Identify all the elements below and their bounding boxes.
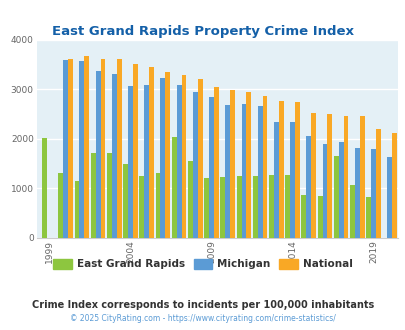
- Bar: [359, 116, 364, 238]
- Bar: [165, 72, 170, 238]
- Legend: East Grand Rapids, Michigan, National: East Grand Rapids, Michigan, National: [49, 255, 356, 274]
- Bar: [213, 86, 218, 238]
- Bar: [144, 85, 149, 238]
- Bar: [257, 106, 262, 238]
- Bar: [246, 92, 251, 238]
- Bar: [278, 101, 283, 238]
- Bar: [290, 122, 294, 238]
- Bar: [112, 74, 117, 238]
- Bar: [160, 78, 165, 238]
- Bar: [84, 56, 89, 238]
- Bar: [188, 161, 192, 238]
- Bar: [75, 181, 79, 238]
- Bar: [273, 122, 278, 238]
- Bar: [100, 59, 105, 238]
- Bar: [370, 148, 375, 238]
- Bar: [375, 129, 380, 238]
- Text: © 2025 CityRating.com - https://www.cityrating.com/crime-statistics/: © 2025 CityRating.com - https://www.city…: [70, 314, 335, 323]
- Bar: [123, 164, 128, 238]
- Bar: [155, 173, 160, 238]
- Bar: [236, 176, 241, 238]
- Bar: [326, 114, 331, 238]
- Text: Crime Index corresponds to incidents per 100,000 inhabitants: Crime Index corresponds to incidents per…: [32, 300, 373, 310]
- Bar: [42, 138, 47, 238]
- Bar: [139, 176, 144, 238]
- Bar: [354, 148, 359, 238]
- Bar: [176, 85, 181, 238]
- Bar: [230, 89, 234, 238]
- Bar: [269, 175, 273, 238]
- Bar: [365, 196, 370, 238]
- Text: East Grand Rapids Property Crime Index: East Grand Rapids Property Crime Index: [52, 25, 353, 38]
- Bar: [63, 60, 68, 238]
- Bar: [343, 116, 347, 238]
- Bar: [204, 178, 209, 238]
- Bar: [310, 114, 315, 238]
- Bar: [197, 79, 202, 238]
- Bar: [79, 61, 84, 238]
- Bar: [317, 196, 322, 238]
- Bar: [68, 59, 73, 238]
- Bar: [322, 144, 326, 238]
- Bar: [241, 104, 246, 238]
- Bar: [91, 153, 96, 238]
- Bar: [96, 71, 100, 238]
- Bar: [225, 105, 230, 238]
- Bar: [306, 136, 310, 238]
- Bar: [181, 75, 186, 238]
- Bar: [252, 176, 257, 238]
- Bar: [107, 153, 112, 238]
- Bar: [220, 177, 225, 238]
- Bar: [285, 175, 290, 238]
- Bar: [294, 102, 299, 238]
- Bar: [58, 173, 63, 238]
- Bar: [262, 96, 267, 238]
- Bar: [149, 67, 153, 238]
- Bar: [301, 194, 306, 238]
- Bar: [132, 64, 137, 238]
- Bar: [386, 157, 391, 238]
- Bar: [192, 92, 197, 238]
- Bar: [338, 142, 343, 238]
- Bar: [171, 137, 176, 238]
- Bar: [128, 86, 132, 238]
- Bar: [209, 97, 213, 238]
- Bar: [349, 185, 354, 238]
- Bar: [333, 156, 338, 238]
- Bar: [117, 59, 121, 238]
- Bar: [391, 133, 396, 238]
